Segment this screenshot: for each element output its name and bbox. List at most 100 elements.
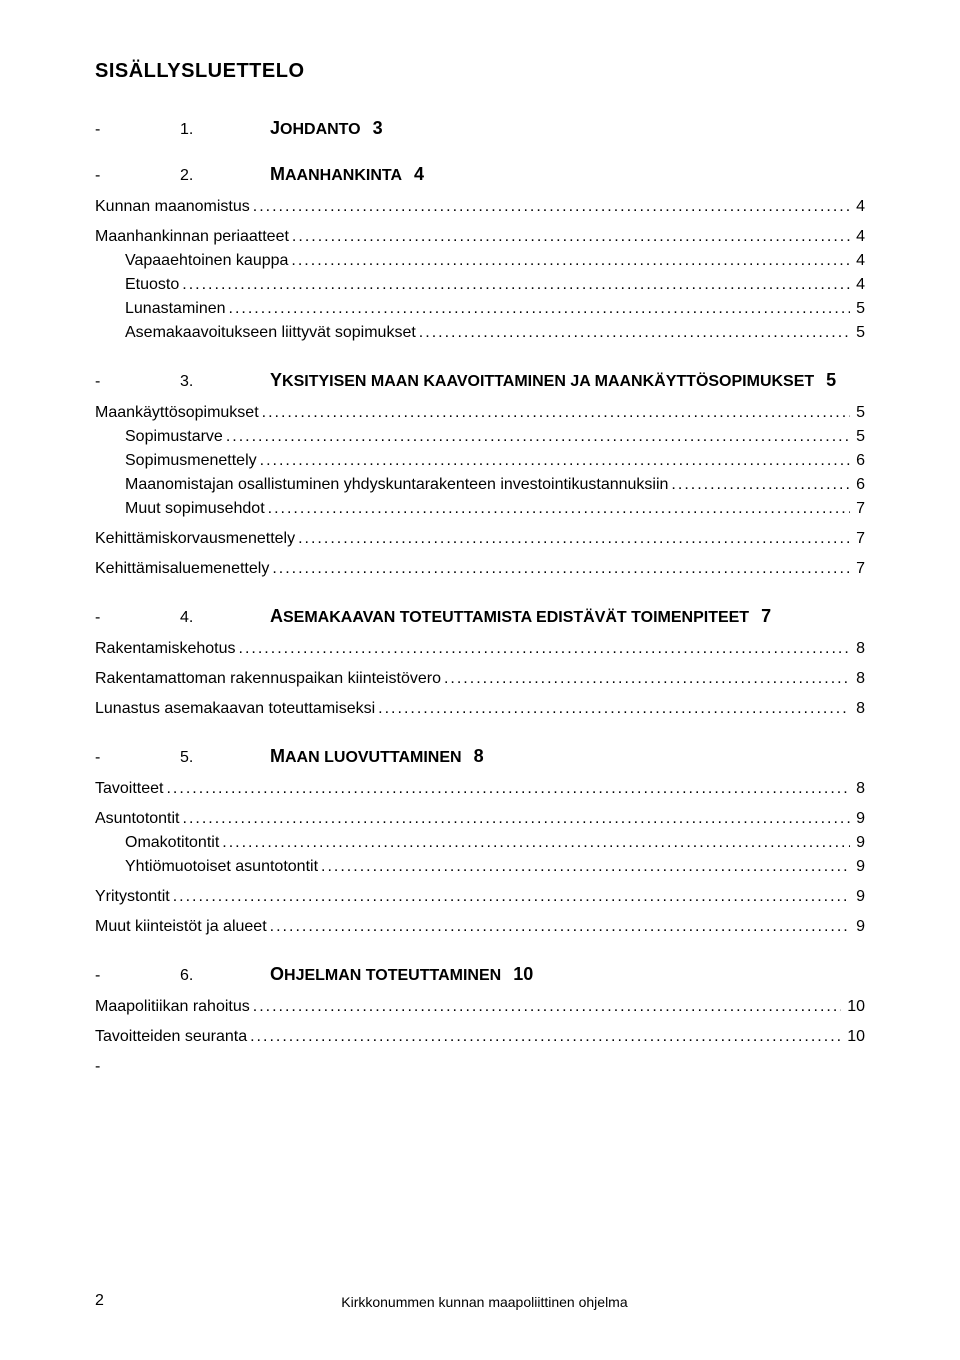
toc-entry: Asuntotontit............................… bbox=[95, 810, 865, 832]
chapter-heading: -2.MAANHANKINTA4 bbox=[95, 164, 865, 186]
toc-entry-page: 7 bbox=[856, 560, 865, 578]
footer-title: Kirkkonummen kunnan maapoliittinen ohjel… bbox=[104, 1294, 865, 1310]
toc-entry-label: Muut sopimusehdot bbox=[125, 500, 265, 518]
toc-entry: Vapaaehtoinen kauppa....................… bbox=[125, 252, 865, 274]
toc-leader-dots: ........................................… bbox=[262, 404, 850, 422]
toc-entry: Maankäyttösopimukset....................… bbox=[95, 404, 865, 426]
toc-leader-dots: ........................................… bbox=[292, 228, 850, 246]
toc-entry-label: Kehittämiskorvausmenettely bbox=[95, 530, 295, 548]
toc-entry: Maanomistajan osallistuminen yhdyskuntar… bbox=[125, 476, 865, 498]
toc-entry-page: 4 bbox=[856, 228, 865, 246]
toc-entry-label: Yhtiömuotoiset asuntotontit bbox=[125, 858, 318, 876]
toc-leader-dots: ........................................… bbox=[253, 998, 841, 1016]
toc-entry: Sopimusmenettely........................… bbox=[125, 452, 865, 474]
toc-entry-label: Sopimustarve bbox=[125, 428, 223, 446]
toc-entry: Maanhankinnan periaatteet...............… bbox=[95, 228, 865, 250]
toc-leader-dots: ........................................… bbox=[419, 324, 850, 342]
toc-entry-page: 8 bbox=[856, 700, 865, 718]
chapter-page-number: 8 bbox=[474, 746, 484, 767]
toc-entry: Etuosto.................................… bbox=[125, 276, 865, 298]
toc-entry-page: 9 bbox=[856, 918, 865, 936]
toc-entry: Rakentamiskehotus.......................… bbox=[95, 640, 865, 662]
toc-entry-label: Tavoitteet bbox=[95, 780, 163, 798]
toc-body: -1.JOHDANTO3-2.MAANHANKINTA4Kunnan maano… bbox=[95, 118, 865, 1050]
toc-entry-label: Kehittämisaluemenettely bbox=[95, 560, 269, 578]
chapter-heading: -4.ASEMAKAAVAN TOTEUTTAMISTA EDISTÄVÄT T… bbox=[95, 606, 865, 628]
toc-main-title: SISÄLLYSLUETTELO bbox=[95, 60, 865, 83]
toc-entry-page: 5 bbox=[856, 404, 865, 422]
toc-leader-dots: ........................................… bbox=[272, 560, 850, 578]
toc-entry-label: Asuntotontit bbox=[95, 810, 180, 828]
chapter-title-rest: KSITYISEN MAAN KAAVOITTAMINEN JA MAANKÄY… bbox=[282, 373, 814, 390]
toc-entry: Kehittämiskorvausmenettely..............… bbox=[95, 530, 865, 552]
toc-entry-page: 6 bbox=[856, 476, 865, 494]
chapter-title-rest: HJELMAN TOTEUTTAMINEN bbox=[284, 967, 501, 984]
toc-entry-label: Rakentamiskehotus bbox=[95, 640, 236, 658]
toc-entry-page: 6 bbox=[856, 452, 865, 470]
chapter-heading: -6.OHJELMAN TOTEUTTAMINEN10 bbox=[95, 964, 865, 986]
toc-entry-label: Asemakaavoitukseen liittyvät sopimukset bbox=[125, 324, 416, 342]
footer-page-number: 2 bbox=[95, 1292, 104, 1310]
page-container: SISÄLLYSLUETTELO -1.JOHDANTO3-2.MAANHANK… bbox=[0, 0, 960, 1360]
chapter-title-rest: AANHANKINTA bbox=[285, 167, 402, 184]
chapter-page-number: 10 bbox=[513, 964, 533, 985]
toc-entry-page: 9 bbox=[856, 858, 865, 876]
chapter-number: 3. bbox=[180, 373, 270, 391]
toc-entry: Yritystontit............................… bbox=[95, 888, 865, 910]
toc-leader-dots: ........................................… bbox=[321, 858, 850, 876]
toc-entry-label: Sopimusmenettely bbox=[125, 452, 257, 470]
toc-entry: Tavoitteet..............................… bbox=[95, 780, 865, 802]
trailing-dash: - bbox=[95, 1058, 865, 1076]
toc-entry: Tavoitteiden seuranta...................… bbox=[95, 1028, 865, 1050]
toc-entry: Kehittämisaluemenettely.................… bbox=[95, 560, 865, 582]
chapter-heading: -3.YKSITYISEN MAAN KAAVOITTAMINEN JA MAA… bbox=[95, 370, 865, 392]
toc-entry-page: 8 bbox=[856, 670, 865, 688]
toc-leader-dots: ........................................… bbox=[298, 530, 850, 548]
toc-entry-page: 5 bbox=[856, 324, 865, 342]
chapter-title-first-letter: J bbox=[270, 118, 280, 138]
toc-entry-label: Maanhankinnan periaatteet bbox=[95, 228, 289, 246]
toc-entry-page: 8 bbox=[856, 640, 865, 658]
chapter-page-number: 5 bbox=[826, 370, 836, 391]
toc-entry: Maapolitiikan rahoitus..................… bbox=[95, 998, 865, 1020]
chapter-dash: - bbox=[95, 167, 180, 185]
chapter-title-first-letter: M bbox=[270, 164, 285, 184]
toc-leader-dots: ........................................… bbox=[444, 670, 850, 688]
toc-entry-page: 10 bbox=[847, 998, 865, 1016]
toc-entry-page: 9 bbox=[856, 810, 865, 828]
toc-entry-label: Etuosto bbox=[125, 276, 179, 294]
chapter-title: MAAN LUOVUTTAMINEN bbox=[270, 746, 462, 767]
chapter-dash: - bbox=[95, 121, 180, 139]
chapter-title-first-letter: M bbox=[270, 746, 285, 766]
toc-leader-dots: ........................................… bbox=[671, 476, 850, 494]
toc-entry: Muut sopimusehdot.......................… bbox=[125, 500, 865, 522]
toc-leader-dots: ........................................… bbox=[260, 452, 850, 470]
chapter-number: 5. bbox=[180, 749, 270, 767]
chapter-number: 1. bbox=[180, 121, 270, 139]
chapter-title: MAANHANKINTA bbox=[270, 164, 402, 185]
toc-entry-label: Maankäyttösopimukset bbox=[95, 404, 259, 422]
toc-entry: Sopimustarve............................… bbox=[125, 428, 865, 450]
chapter-dash: - bbox=[95, 609, 180, 627]
toc-entry-page: 7 bbox=[856, 530, 865, 548]
chapter-dash: - bbox=[95, 373, 180, 391]
chapter-title: ASEMAKAAVAN TOTEUTTAMISTA EDISTÄVÄT TOIM… bbox=[270, 606, 749, 627]
toc-entry-page: 4 bbox=[856, 252, 865, 270]
toc-leader-dots: ........................................… bbox=[183, 810, 851, 828]
toc-entry-label: Lunastus asemakaavan toteuttamiseksi bbox=[95, 700, 375, 718]
toc-entry: Rakentamattoman rakennuspaikan kiinteist… bbox=[95, 670, 865, 692]
toc-leader-dots: ........................................… bbox=[239, 640, 851, 658]
toc-leader-dots: ........................................… bbox=[229, 300, 851, 318]
toc-leader-dots: ........................................… bbox=[173, 888, 850, 906]
toc-entry-page: 10 bbox=[847, 1028, 865, 1046]
toc-entry: Kunnan maanomistus......................… bbox=[95, 198, 865, 220]
toc-entry-label: Rakentamattoman rakennuspaikan kiinteist… bbox=[95, 670, 441, 688]
toc-leader-dots: ........................................… bbox=[222, 834, 850, 852]
toc-entry-page: 5 bbox=[856, 300, 865, 318]
toc-entry-page: 9 bbox=[856, 834, 865, 852]
toc-entry: Lunastus asemakaavan toteuttamiseksi....… bbox=[95, 700, 865, 722]
chapter-dash: - bbox=[95, 749, 180, 767]
toc-leader-dots: ........................................… bbox=[268, 500, 850, 518]
toc-leader-dots: ........................................… bbox=[226, 428, 850, 446]
chapter-dash: - bbox=[95, 967, 180, 985]
